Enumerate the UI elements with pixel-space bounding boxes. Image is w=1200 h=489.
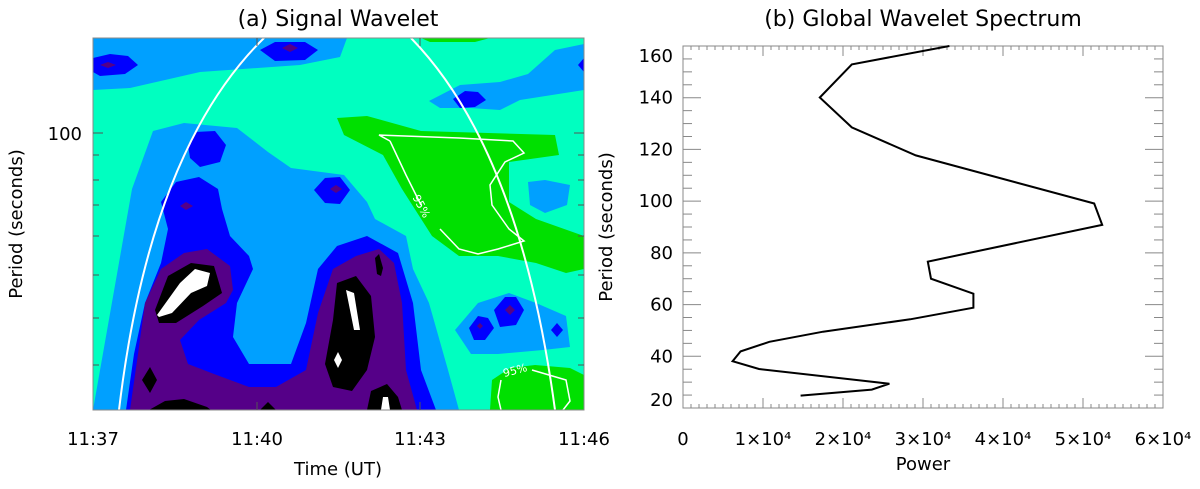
x-tick-label: 1×10⁴ <box>735 429 792 450</box>
contour-label-95-lower: 95% <box>502 361 529 380</box>
y-tick-label: 20 <box>650 390 673 411</box>
y-tick-label: 100 <box>639 191 673 212</box>
x-tick-label: 11:43 <box>394 429 446 450</box>
panel-b-global-spectrum: (b) Global Wavelet Spectrum 0 1×10⁴ 2×10⁴ 3… <box>596 7 1191 475</box>
x-tick-label: 6×10⁴ <box>1135 429 1192 450</box>
panel-b-ylabel: Period (seconds) <box>596 152 617 301</box>
contour-level-5 <box>157 269 390 410</box>
y-tick-label: 140 <box>639 88 673 109</box>
y-tick-label: 120 <box>639 139 673 160</box>
x-tick-label: 11:37 <box>67 429 119 450</box>
x-tick-label: 5×10⁴ <box>1055 429 1112 450</box>
significance-contour-95-tail <box>389 140 422 206</box>
contour-significant-region <box>337 38 584 410</box>
x-tick-label: 0 <box>677 429 688 450</box>
y-tick-label: 60 <box>650 295 673 316</box>
global-wavelet-spectrum-line <box>730 45 1104 397</box>
panel-a-title: (a) Signal Wavelet <box>238 7 439 32</box>
x-tick-label: 4×10⁴ <box>975 429 1032 450</box>
x-tick-label: 2×10⁴ <box>815 429 872 450</box>
panel-a-xlabel: Time (UT) <box>293 459 382 480</box>
significance-contour-95 <box>378 134 526 255</box>
x-tick-label: 11:40 <box>231 429 283 450</box>
panel-b-tick-labels: 0 1×10⁴ 2×10⁴ 3×10⁴ 4×10⁴ 5×10⁴ 6×10⁴ 20 40 60 80 1… <box>639 46 1192 450</box>
y-tick-label: 40 <box>650 346 673 367</box>
panel-b-xlabel: Power <box>896 454 951 475</box>
cone-of-influence-left <box>118 38 265 410</box>
y-tick-label: 80 <box>650 243 673 264</box>
x-tick-label: 11:46 <box>558 429 610 450</box>
panel-a-wavelet: (a) Signal Wavelet <box>6 7 610 480</box>
panel-a-ticks <box>93 38 584 410</box>
panel-a-frame <box>92 37 585 411</box>
x-tick-label: 3×10⁴ <box>895 429 952 450</box>
panel-b-title: (b) Global Wavelet Spectrum <box>764 7 1082 32</box>
panel-a-ylabel: Period (seconds) <box>6 149 27 298</box>
cone-of-influence-right <box>410 38 556 410</box>
y-tick-label: 100 <box>48 124 82 145</box>
y-tick-label: 160 <box>639 46 673 67</box>
